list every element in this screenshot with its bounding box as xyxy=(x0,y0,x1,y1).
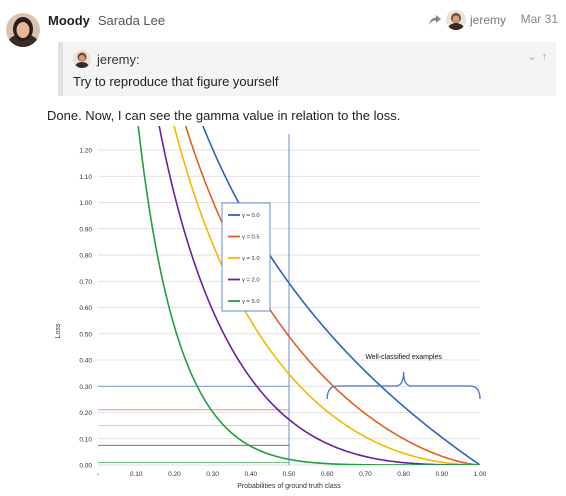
x-tick-label: 0.30 xyxy=(206,471,219,478)
author-full-name: Sarada Lee xyxy=(97,12,166,28)
x-tick-label: 0.70 xyxy=(359,471,372,478)
well-classified-annotation: Well-classified examples xyxy=(326,354,481,400)
y-tick-label: 0.10 xyxy=(79,436,92,443)
loss-curve-0 xyxy=(202,126,480,465)
annotation-label: Well-classified examples xyxy=(365,354,442,361)
legend-label: γ = 2.0 xyxy=(242,278,260,284)
x-axis-label: Probabilities of ground truth class xyxy=(237,483,341,490)
quote-author: jeremy: xyxy=(97,51,140,67)
y-tick-label: 0.00 xyxy=(79,463,92,470)
x-tick-label: - xyxy=(97,471,99,478)
legend-label: γ = 1.0 xyxy=(242,256,260,262)
y-tick-label: 0.90 xyxy=(79,226,92,233)
x-tick-label: 0.40 xyxy=(244,471,257,478)
legend-label: γ = 0.5 xyxy=(242,235,260,241)
annotation-brace xyxy=(326,371,481,400)
x-tick-label: 0.50 xyxy=(283,471,296,478)
loss-curve-1 xyxy=(184,126,480,465)
legend-label: γ = 5.0 xyxy=(242,299,260,305)
y-axis-ticks: 0.00 0.10 0.20 0.30 0.40 0.50 0.60 0.70 0.80 0.90… xyxy=(79,148,92,470)
post-date[interactable]: Mar 31 xyxy=(520,12,558,26)
y-tick-label: 0.80 xyxy=(79,253,92,260)
legend-label: γ = 0.0 xyxy=(242,213,260,219)
reference-lines xyxy=(98,134,290,465)
y-tick-label: 1.00 xyxy=(79,200,92,207)
quote-expand-controls[interactable]: ⌄ ↑ xyxy=(527,51,548,63)
chart-legend: γ = 0.0 γ = 0.5 γ = 1.0 γ = 2.0 γ = 5.0 xyxy=(221,202,271,312)
y-tick-label: 0.30 xyxy=(79,384,92,391)
y-tick-label: 1.20 xyxy=(79,148,92,155)
y-tick-label: 0.60 xyxy=(79,305,92,312)
quote-header: jeremy: xyxy=(73,50,140,68)
author-username[interactable]: Moody xyxy=(48,12,90,28)
loss-curves xyxy=(137,126,480,465)
loss-curve-2 xyxy=(173,126,480,465)
x-tick-label: 0.60 xyxy=(321,471,334,478)
y-tick-label: 0.40 xyxy=(79,358,92,365)
reply-to-indicator[interactable]: jeremy xyxy=(428,10,506,30)
x-axis-ticks: - 0.10 0.20 0.30 0.40 0.50 0.60 0.70 0.80 0.90 1.0… xyxy=(97,471,487,478)
x-tick-label: 0.90 xyxy=(435,471,448,478)
legend-box xyxy=(221,202,271,312)
quote-block: jeremy: ⌄ ↑ Try to reproduce that figure… xyxy=(58,42,556,96)
quote-author-avatar xyxy=(73,50,91,68)
quote-text: Try to reproduce that figure yourself xyxy=(73,74,279,89)
focal-loss-chart: 0.00 0.10 0.20 0.30 0.40 0.50 0.60 0.70 0.80 0.90… xyxy=(55,126,487,490)
post-body: Done. Now, I can see the gamma value in … xyxy=(47,108,401,123)
y-tick-label: 0.50 xyxy=(79,331,92,338)
y-tick-label: 0.20 xyxy=(79,410,92,417)
y-tick-label: 1.10 xyxy=(79,174,92,181)
reply-user-avatar xyxy=(445,10,466,30)
x-tick-label: 0.20 xyxy=(168,471,181,478)
author-avatar[interactable] xyxy=(6,13,40,47)
post-header: Moody Sarada Lee jeremy Mar 31 xyxy=(48,10,558,30)
x-tick-label: 1.00 xyxy=(474,471,487,478)
y-tick-label: 0.70 xyxy=(79,279,92,286)
y-axis-label: Loss xyxy=(55,323,62,338)
loss-curve-4 xyxy=(137,126,480,465)
x-tick-label: 0.10 xyxy=(130,471,143,478)
share-arrow-icon xyxy=(428,15,441,25)
loss-curve-3 xyxy=(158,126,480,465)
x-tick-label: 0.80 xyxy=(397,471,410,478)
reply-user-name: jeremy xyxy=(469,13,506,27)
